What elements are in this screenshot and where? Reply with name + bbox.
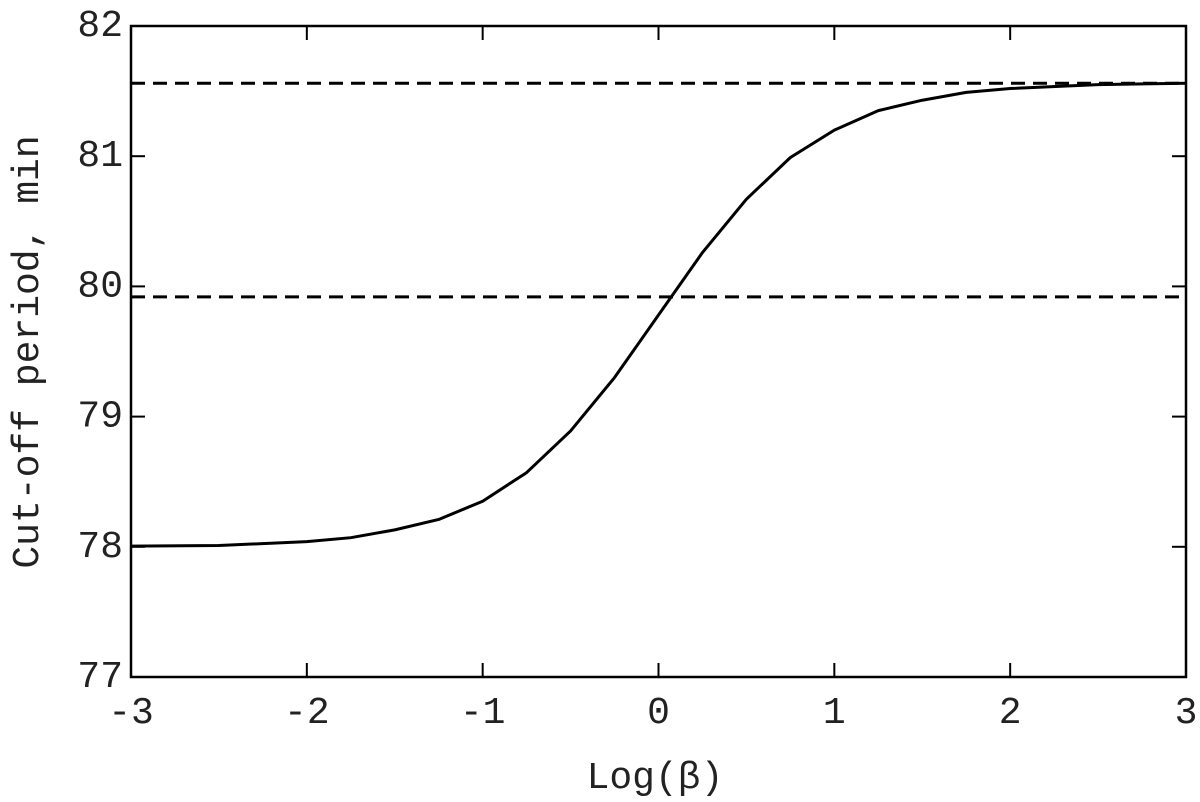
data-line	[130, 81, 1187, 548]
x-axis-label: Log(β)	[587, 757, 724, 800]
x-tick-label: 2	[999, 692, 1022, 735]
x-tick-label: 1	[823, 692, 846, 735]
y-tick-label: 82	[77, 5, 123, 48]
y-tick-label: 78	[77, 526, 123, 569]
x-tick-label: -3	[108, 692, 154, 735]
y-tick-label: 80	[77, 265, 123, 308]
y-tick-label: 81	[77, 135, 123, 178]
x-tick-label: 0	[647, 692, 670, 735]
x-tick-label: -2	[284, 692, 330, 735]
plot-frame	[129, 24, 1188, 679]
y-tick-label: 79	[77, 396, 123, 439]
y-tick-label: 77	[77, 656, 123, 699]
x-tick-label: 3	[1175, 692, 1198, 735]
y-axis-label: Cut-off period, min	[7, 135, 50, 568]
x-tick-label: -1	[460, 692, 506, 735]
